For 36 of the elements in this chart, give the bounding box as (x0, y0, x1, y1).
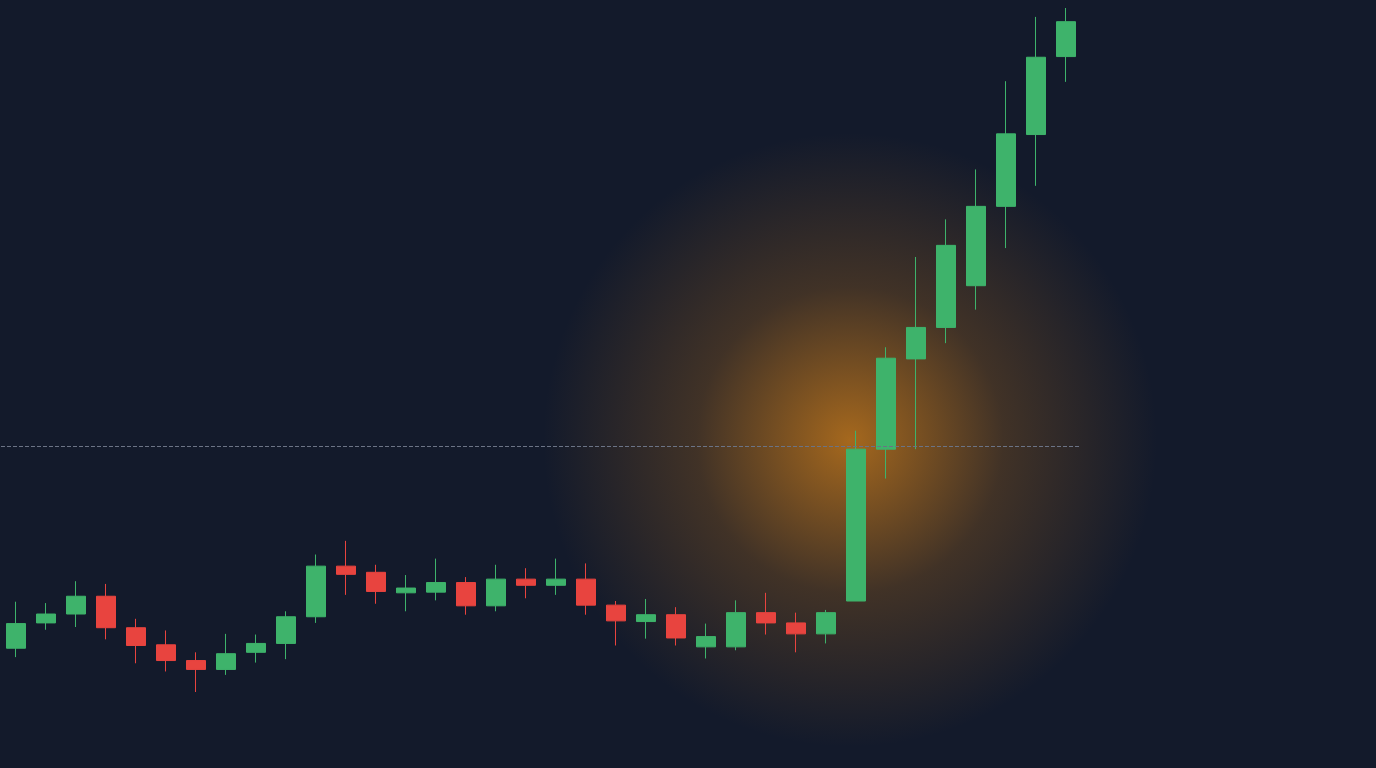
candlestick (396, 574, 416, 612)
candlestick (306, 554, 326, 624)
candlestick (966, 168, 986, 311)
candlestick (456, 576, 476, 616)
candlestick (936, 218, 956, 344)
candlestick (96, 583, 116, 640)
candlestick (36, 602, 56, 631)
candlestick (426, 558, 446, 601)
candlestick (276, 610, 296, 660)
candlestick (786, 612, 806, 653)
candlestick (996, 80, 1016, 249)
candlestick (1026, 16, 1046, 187)
candlestick (666, 606, 686, 646)
candlestick (756, 592, 776, 636)
candlestick (846, 430, 866, 602)
candlestick (336, 540, 356, 596)
candlestick (816, 609, 836, 644)
candlestick (636, 598, 656, 640)
candlestick (546, 558, 566, 596)
candlestick (186, 651, 206, 693)
candlestick (6, 601, 26, 658)
candlestick (876, 346, 896, 480)
candlestick (576, 562, 596, 616)
candlestick (216, 633, 236, 676)
candlestick (66, 580, 86, 628)
candlestick (516, 567, 536, 599)
candlestick (366, 564, 386, 605)
candlestick (726, 599, 746, 651)
candlestick (696, 623, 716, 659)
candlestick (156, 629, 176, 672)
candlestick (486, 564, 506, 612)
candlestick (246, 634, 266, 664)
candlestick (606, 600, 626, 646)
candlestick (906, 256, 926, 450)
candlestick (126, 618, 146, 664)
candlestick (1056, 7, 1076, 83)
